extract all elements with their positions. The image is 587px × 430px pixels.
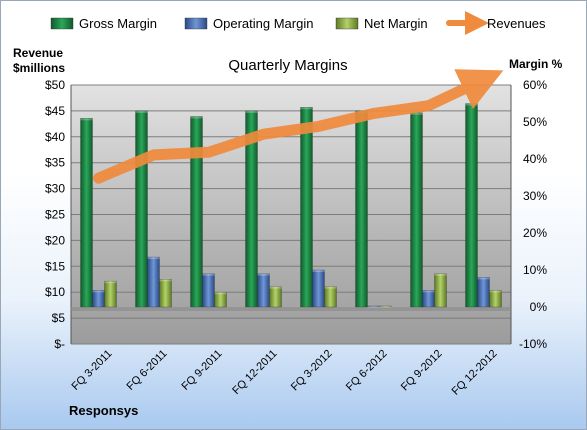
- left-axis-title: Revenue: [13, 46, 63, 60]
- bar-operating-margin: [257, 273, 270, 308]
- bar-net-margin: [324, 286, 337, 308]
- right-axis: -10% 0% 10% 20% 30% 40% 50% 60%: [519, 78, 547, 351]
- left-tick-label: $10: [45, 285, 65, 299]
- x-tick-label: FQ 9-2011: [180, 348, 225, 393]
- bar-gross-margin: [410, 112, 423, 308]
- bar-operating-margin: [312, 269, 325, 308]
- bar-net-margin: [434, 273, 447, 308]
- left-tick-label: $20: [45, 233, 65, 247]
- bar-gross-margin: [190, 116, 203, 308]
- right-tick-label: 30%: [523, 189, 547, 203]
- left-tick-label: $30: [45, 182, 65, 196]
- right-tick-label: 0%: [530, 300, 548, 314]
- chart-title: Quarterly Margins: [228, 57, 347, 74]
- x-tick-label: FQ 12-2012: [450, 348, 500, 398]
- bar-operating-margin: [422, 290, 435, 308]
- legend-label: Gross Margin: [79, 16, 157, 31]
- bar-gross-margin: [135, 110, 148, 308]
- bar-operating-margin: [477, 277, 490, 308]
- company-label: Responsys: [69, 403, 138, 418]
- bar-operating-margin: [147, 256, 160, 308]
- legend-swatch: [335, 17, 359, 30]
- x-axis: FQ 3-2011 FQ 6-2011 FQ 9-2011 FQ 12-2011 FQ …: [70, 348, 500, 398]
- bar-net-margin: [214, 292, 227, 308]
- right-tick-label: 20%: [523, 226, 547, 240]
- legend: Gross Margin Operating Margin Net Margin Re…: [50, 11, 546, 35]
- right-tick-label: -10%: [519, 337, 547, 351]
- left-tick-label: $50: [45, 78, 65, 92]
- bar-net-margin: [104, 280, 117, 308]
- bar-gross-margin: [465, 103, 478, 308]
- left-axis-title-line2: $millions: [13, 61, 65, 75]
- right-tick-label: 10%: [523, 263, 547, 277]
- bar-gross-margin: [245, 110, 258, 308]
- legend-label: Net Margin: [364, 16, 428, 31]
- bar-operating-margin: [202, 273, 215, 308]
- left-tick-label: $-: [54, 337, 65, 351]
- x-tick-label: FQ 6-2011: [125, 348, 170, 393]
- bars: [71, 103, 511, 311]
- bar-net-margin: [489, 290, 502, 308]
- left-tick-label: $45: [45, 104, 65, 118]
- x-tick-label: FQ 3-2012: [289, 348, 335, 394]
- x-tick-label: FQ 6-2012: [344, 348, 390, 394]
- legend-label: Revenues: [487, 16, 546, 31]
- bar-gross-margin: [80, 118, 93, 308]
- legend-label: Operating Margin: [213, 16, 313, 31]
- revenue-series-line: [93, 69, 504, 184]
- right-tick-label: 60%: [523, 78, 547, 92]
- bar-gross-margin: [300, 107, 313, 308]
- left-tick-label: $5: [52, 311, 66, 325]
- left-tick-label: $40: [45, 130, 65, 144]
- bar-operating-margin: [92, 290, 105, 308]
- right-axis-title: Margin %: [509, 57, 563, 71]
- bar-net-margin: [269, 286, 282, 308]
- left-tick-label: $25: [45, 208, 65, 222]
- revenue-line: [93, 69, 504, 184]
- right-tick-label: 50%: [523, 115, 547, 129]
- legend-swatch: [50, 17, 74, 30]
- bar-net-margin: [159, 279, 172, 308]
- x-tick-label: FQ 9-2012: [399, 348, 445, 394]
- legend-swatch: [184, 17, 208, 30]
- left-axis: $- $5 $10 $15 $20 $25 $30 $35 $40 $45 $50: [45, 78, 65, 351]
- x-tick-label: FQ 3-2011: [70, 348, 115, 393]
- bar-net-margin: [379, 305, 392, 308]
- left-tick-label: $35: [45, 156, 65, 170]
- bar-gross-margin: [355, 110, 368, 308]
- right-tick-label: 40%: [523, 152, 547, 166]
- x-tick-label: FQ 12-2011: [230, 348, 279, 397]
- left-tick-label: $15: [45, 259, 65, 273]
